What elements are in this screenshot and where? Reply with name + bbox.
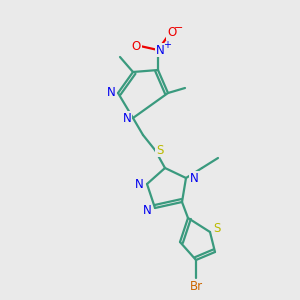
Text: N: N bbox=[190, 172, 198, 184]
Text: S: S bbox=[213, 223, 221, 236]
Text: N: N bbox=[135, 178, 143, 190]
Text: N: N bbox=[123, 112, 131, 124]
Text: N: N bbox=[142, 203, 152, 217]
Text: N: N bbox=[156, 44, 164, 56]
Text: O: O bbox=[167, 26, 177, 40]
Text: S: S bbox=[156, 143, 164, 157]
Text: +: + bbox=[163, 40, 171, 50]
Text: O: O bbox=[131, 40, 141, 52]
Text: −: − bbox=[174, 23, 184, 33]
Text: N: N bbox=[106, 86, 116, 100]
Text: Br: Br bbox=[189, 280, 203, 292]
